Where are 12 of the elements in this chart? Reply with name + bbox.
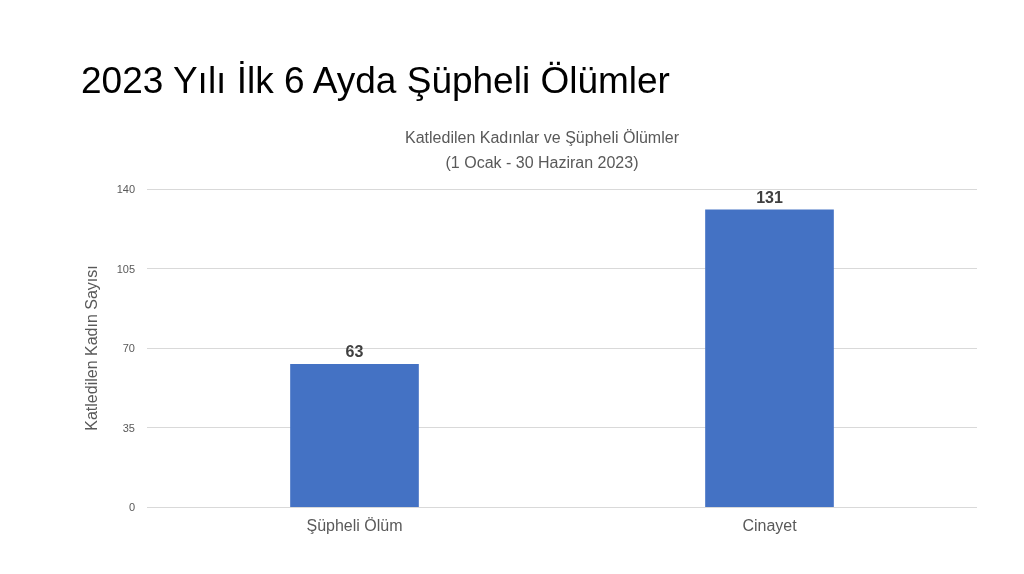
x-tick-label: Şüpheli Ölüm [306, 516, 403, 534]
chart-title: 2023 Yılı İlk 6 Ayda Şüpheli Ölümler [81, 60, 670, 101]
x-tick-label: Cinayet [742, 516, 798, 534]
y-tick-label: 35 [122, 421, 135, 434]
y-tick-label: 105 [116, 262, 135, 275]
y-tick-label: 0 [128, 501, 135, 513]
y-axis-title: Katledilen Kadın Sayısı [82, 265, 100, 431]
data-label: 63 [345, 343, 364, 361]
y-tick-label: 140 [116, 183, 135, 195]
data-label: 131 [756, 188, 783, 206]
chart-subtitle: Katledilen Kadınlar ve Şüpheli Ölümler (1 Ocak - 30 Haziran 2023) [405, 129, 680, 171]
y-tick-label: 70 [122, 342, 135, 354]
